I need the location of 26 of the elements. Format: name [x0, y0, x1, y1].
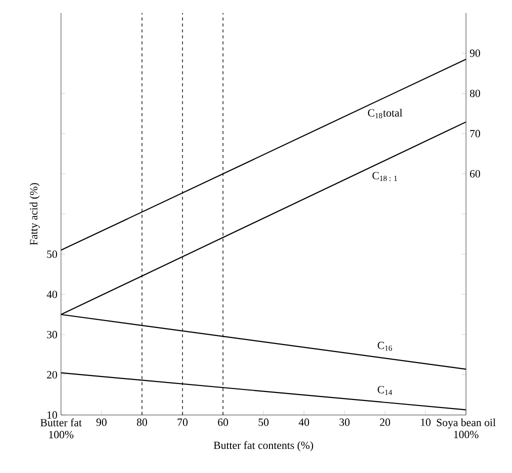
series-label: C$_{16}$	[378, 342, 392, 351]
x-tick-label: 70	[178, 418, 188, 426]
x-tick-label: 60	[218, 418, 228, 426]
y-tick-label: 50	[47, 250, 58, 258]
y-tick-label: 20	[47, 371, 58, 378]
series-label: C$_{18 : 1}$	[372, 172, 397, 181]
series-label: C$_{18}$total	[368, 108, 402, 118]
y-tick-label: 30	[47, 330, 58, 338]
x-tick-label: 40	[298, 418, 310, 426]
x-tick-label: 10	[420, 418, 431, 426]
y2-tick-label: 90	[470, 50, 480, 57]
x-tick-label: 80	[136, 418, 148, 426]
series-label: C$_{14}$	[378, 386, 392, 395]
y2-tick-label: 80	[470, 90, 480, 98]
x-tick-label: 90	[96, 418, 107, 426]
y-tick-label: 10	[47, 411, 58, 419]
x-tick-label: 20	[380, 418, 390, 426]
x-tick-label: 50	[258, 418, 269, 426]
x-axis-title: Butter fat contents (%)	[214, 441, 314, 452]
x-tick-label: Soya bean oil 100%	[436, 418, 496, 438]
y2-tick-label: 70	[470, 130, 480, 138]
x-tick-label: 30	[340, 418, 350, 426]
y-axis-title: Fatty acid (%)	[30, 183, 40, 246]
x-tick-label: Butter fat 100%	[40, 418, 82, 438]
y-tick-label: 40	[46, 290, 58, 298]
y2-tick-label: 60	[470, 170, 480, 178]
